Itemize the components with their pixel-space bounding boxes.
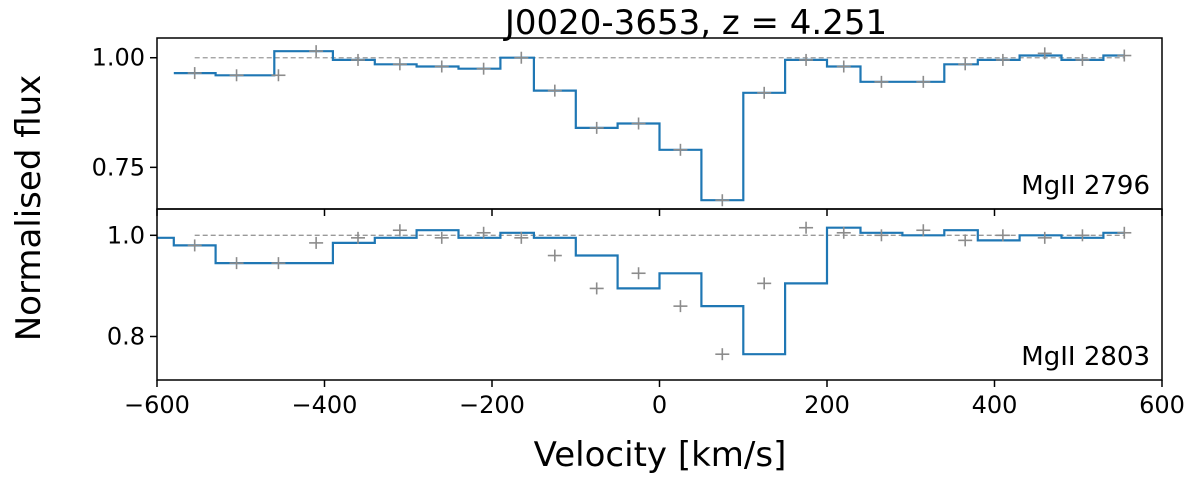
data-point (631, 267, 646, 280)
data-point (1075, 229, 1090, 242)
y-tick-label: 0.8 (107, 322, 145, 350)
data-point (799, 53, 814, 66)
data-point (187, 67, 202, 80)
y-tick-label: 1.0 (107, 221, 145, 249)
data-point (434, 60, 449, 73)
x-axis-label: Velocity [km/s] (534, 435, 787, 475)
data-point (874, 229, 889, 242)
y-tick-label: 0.75 (92, 153, 145, 181)
y-tick-label: 1.00 (92, 44, 145, 72)
x-tick-label: −400 (292, 391, 358, 419)
data-point (958, 58, 973, 71)
data-point (673, 143, 688, 156)
data-point (836, 226, 851, 239)
x-tick-label: −200 (459, 391, 525, 419)
data-point (229, 69, 244, 82)
data-point (916, 224, 931, 237)
data-point (916, 75, 931, 88)
panel-2: 0.8 1.0 −600 −400 −200 0 200 400 600 MgII 2803 (107, 208, 1185, 419)
data-point (1037, 231, 1052, 244)
data-point (547, 84, 562, 97)
data-point (1117, 226, 1132, 239)
x-tick-label: 400 (972, 391, 1018, 419)
x-tick-label: 0 (652, 391, 667, 419)
flux-step-line (157, 226, 1125, 356)
data-point (995, 53, 1010, 66)
panels-layer: 0.75 1.00 MgII 2796 0.8 1.0 −600 −400 −200 0 200 4… (92, 37, 1185, 419)
data-point (836, 60, 851, 73)
data-point (434, 231, 449, 244)
data-point (271, 69, 286, 82)
panel-data (157, 221, 1132, 361)
data-point (589, 121, 604, 134)
flux-step-line (173, 50, 1125, 202)
data-point (631, 117, 646, 130)
data-point (757, 277, 772, 290)
data-point (1075, 53, 1090, 66)
data-point (309, 45, 324, 58)
data-point (476, 62, 491, 75)
data-point (547, 249, 562, 262)
data-point (589, 282, 604, 295)
line-annotation: MgII 2796 (1021, 171, 1150, 201)
data-point (392, 58, 407, 71)
data-point (187, 239, 202, 252)
data-point (715, 194, 730, 207)
data-point (476, 226, 491, 239)
x-tick-label: −600 (124, 391, 190, 419)
data-point (514, 231, 529, 244)
data-point (715, 348, 730, 361)
data-point (799, 221, 814, 234)
data-point (309, 236, 324, 249)
chart-title: J0020-3653, z = 4.251 (503, 3, 887, 43)
data-point (757, 86, 772, 99)
data-point (392, 224, 407, 237)
data-point (351, 53, 365, 66)
data-point (1037, 47, 1052, 60)
data-point (673, 300, 688, 313)
panel-frame (156, 208, 1163, 381)
data-point (229, 257, 244, 270)
data-point (874, 75, 889, 88)
x-tick-label: 600 (1139, 391, 1185, 419)
data-point (958, 234, 973, 247)
panel-1: 0.75 1.00 MgII 2796 (92, 37, 1163, 216)
data-point (1117, 49, 1132, 62)
data-point (995, 229, 1010, 242)
x-tick-label: 200 (804, 391, 850, 419)
data-point (514, 51, 529, 64)
panel-data (173, 45, 1132, 207)
data-point (351, 231, 365, 244)
data-point (271, 257, 286, 270)
y-axis-label: Normalised flux (9, 75, 49, 342)
line-annotation: MgII 2803 (1021, 342, 1150, 372)
